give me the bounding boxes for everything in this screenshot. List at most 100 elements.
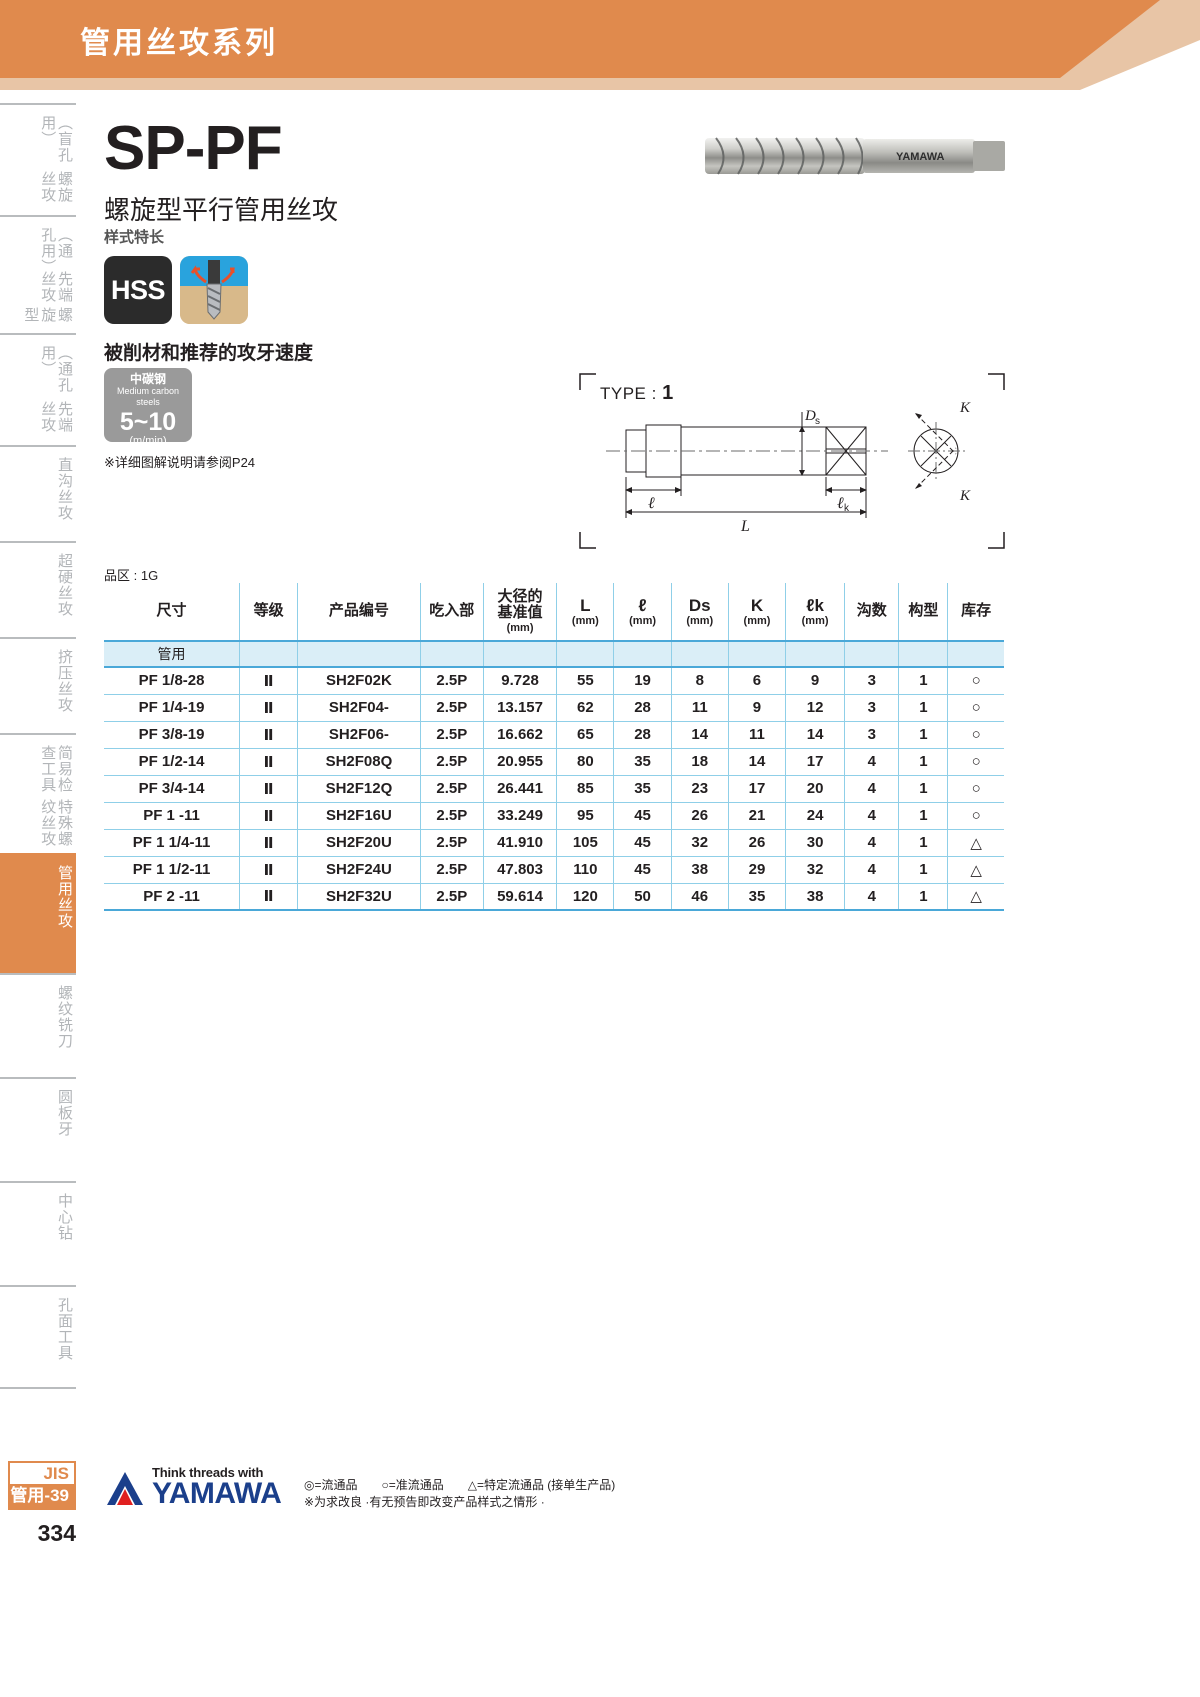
sidebar-item-4[interactable]: 超硬丝攻: [0, 541, 76, 637]
pinqu-label: 品区 : 1G: [104, 568, 159, 583]
banner-main-shape: [0, 0, 1160, 78]
svg-text:s: s: [815, 416, 820, 427]
reference-note: ※详细图解说明请参阅P24: [104, 455, 256, 470]
cell-grade: Ⅱ: [239, 829, 298, 857]
cell-k: 26: [727, 829, 786, 857]
group-cell: [297, 641, 421, 668]
table-row[interactable]: PF 1/2-14 Ⅱ SH2F08Q 2.5P 20.955 80 35 18 14 17 4 1 ○: [104, 748, 1004, 776]
column-header-5: L (mm): [556, 583, 614, 642]
sidebar-item-5[interactable]: 挤压丝攻: [0, 637, 76, 733]
group-cell: [482, 641, 557, 668]
cell-ds: 23: [670, 775, 729, 803]
column-header-8: K (mm): [727, 583, 786, 642]
header-banner: 管用丝攻系列: [0, 0, 1200, 90]
group-cell: [898, 641, 948, 668]
tap-in-hole-icon: [180, 256, 248, 324]
cell-l: 50: [613, 883, 672, 911]
table-row[interactable]: PF 1 -11 Ⅱ SH2F16U 2.5P 33.249 95 45 26 21 24 4 1 ○: [104, 802, 1004, 830]
cell-L: 95: [556, 802, 614, 830]
cell-flutes: 4: [844, 883, 899, 911]
jis-sub-label: 管用-39: [10, 1484, 74, 1509]
product-style: 样式特长: [104, 229, 165, 246]
cell-type: 1: [898, 667, 948, 695]
svg-text:k: k: [844, 503, 850, 514]
cell-L: 62: [556, 694, 614, 722]
cell-L: 55: [556, 667, 614, 695]
cell-chamfer: 2.5P: [419, 802, 484, 830]
cell-ds: 18: [670, 748, 729, 776]
group-cell: [785, 641, 845, 668]
table-row[interactable]: PF 1/8-28 Ⅱ SH2F02K 2.5P 9.728 55 19 8 6 9 3 1 ○: [104, 667, 1004, 695]
sidebar-item-9[interactable]: 圆板牙: [0, 1077, 76, 1181]
table-row[interactable]: PF 3/8-19 Ⅱ SH2F06- 2.5P 16.662 65 28 14 11 14 3 1 ○: [104, 721, 1004, 749]
cell-major_dia: 26.441: [482, 775, 557, 803]
cell-l: 28: [613, 721, 672, 749]
cell-stock: ○: [947, 721, 1004, 749]
speed-material-cn: 中碳钢: [129, 372, 166, 386]
table-row[interactable]: PF 1 1/4-11 Ⅱ SH2F20U 2.5P 41.910 105 45 32 26 30…: [104, 829, 1004, 857]
cell-size: PF 1/8-28: [104, 667, 240, 695]
cell-stock: △: [947, 829, 1004, 857]
cell-lk: 20: [785, 775, 845, 803]
cell-chamfer: 2.5P: [419, 667, 484, 695]
cell-size: PF 3/4-14: [104, 775, 240, 803]
cell-code: SH2F02K: [297, 667, 421, 695]
cell-lk: 9: [785, 667, 845, 695]
cell-code: SH2F08Q: [297, 748, 421, 776]
table-header-row: 尺寸 等级 产品编号 吃入部 大径的 基准值 (mm) L (mm) ℓ (mm) Ds (mm) K (m…: [104, 583, 1004, 642]
sidebar-item-7[interactable]: 管用丝攻: [0, 853, 76, 973]
sidebar-item-8[interactable]: 螺纹铣刀: [0, 973, 76, 1077]
speed-value: 5~10: [119, 407, 177, 436]
table-row[interactable]: PF 3/4-14 Ⅱ SH2F12Q 2.5P 26.441 85 35 23 17 20 4 1 ○: [104, 775, 1004, 803]
cell-lk: 17: [785, 748, 845, 776]
cell-stock: ○: [947, 775, 1004, 803]
cell-flutes: 4: [844, 856, 899, 884]
sidebar-item-10[interactable]: 中心钻: [0, 1181, 76, 1285]
cell-flutes: 4: [844, 748, 899, 776]
cell-code: SH2F06-: [297, 721, 421, 749]
sidebar-item-label: （通孔用） 先端丝攻: [39, 345, 73, 433]
cell-k: 11: [727, 721, 786, 749]
group-label: 管用: [104, 641, 240, 668]
table-row[interactable]: PF 1 1/2-11 Ⅱ SH2F24U 2.5P 47.803 110 45 38 29 32…: [104, 856, 1004, 884]
table-row[interactable]: PF 1/4-19 Ⅱ SH2F04- 2.5P 13.157 62 28 11 9 12 3 1 ○: [104, 694, 1004, 722]
sidebar-item-label: 挤压丝攻: [56, 649, 73, 713]
page-title: 管用丝攻系列: [80, 27, 278, 60]
type-prefix: TYPE :: [600, 384, 657, 403]
cell-type: 1: [898, 748, 948, 776]
cell-size: PF 1/4-19: [104, 694, 240, 722]
cell-lk: 14: [785, 721, 845, 749]
brand-name: YAMAWA: [152, 1477, 282, 1510]
group-cell: [613, 641, 672, 668]
cell-chamfer: 2.5P: [419, 856, 484, 884]
group-cell: [947, 641, 1004, 668]
cell-lk: 32: [785, 856, 845, 884]
cell-l: 35: [613, 748, 672, 776]
sidebar-item-6[interactable]: 简易检查工具 特殊螺纹丝攻: [0, 733, 76, 853]
cell-stock: ○: [947, 694, 1004, 722]
cell-k: 14: [727, 748, 786, 776]
product-photo: YAMAWA: [700, 108, 1010, 203]
cell-flutes: 4: [844, 775, 899, 803]
sidebar-item-1[interactable]: （通孔用） 先端丝攻 螺旋型: [0, 215, 76, 333]
cell-grade: Ⅱ: [239, 748, 298, 776]
cell-code: SH2F16U: [297, 802, 421, 830]
table-row[interactable]: PF 2 -11 Ⅱ SH2F32U 2.5P 59.614 120 50 46 35 38 4 1 △: [104, 883, 1004, 911]
sidebar-item-3[interactable]: 直沟丝攻: [0, 445, 76, 541]
sidebar-item-2[interactable]: （通孔用） 先端丝攻: [0, 333, 76, 445]
sidebar-item-label: 圆板牙: [56, 1089, 73, 1137]
cell-size: PF 1/2-14: [104, 748, 240, 776]
type-diagram: D s ℓ ℓ k L K K TYPE : 1: [578, 372, 1006, 550]
sidebar-item-0[interactable]: （盲孔用） 螺旋丝攻: [0, 103, 76, 215]
cell-lk: 12: [785, 694, 845, 722]
cell-flutes: 3: [844, 667, 899, 695]
column-header-7: Ds (mm): [670, 583, 729, 642]
sidebar-item-label: 超硬丝攻: [56, 553, 73, 617]
column-header-12: 库存: [947, 583, 1004, 642]
cell-size: PF 1 1/2-11: [104, 856, 240, 884]
cell-flutes: 4: [844, 829, 899, 857]
cell-type: 1: [898, 829, 948, 857]
sidebar-item-11[interactable]: 孔面工具: [0, 1285, 76, 1389]
cell-ds: 38: [670, 856, 729, 884]
